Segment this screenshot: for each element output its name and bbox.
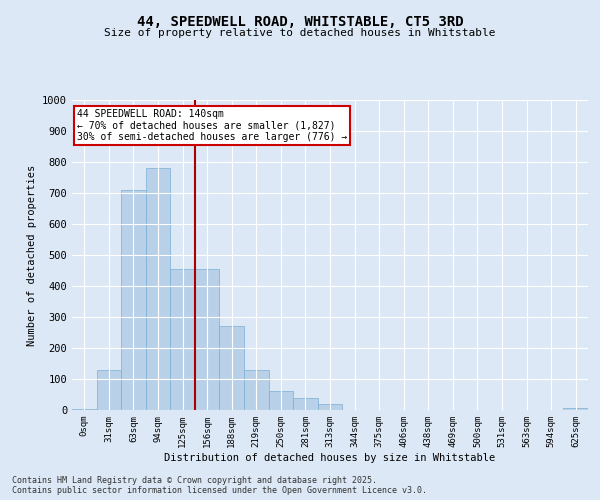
Text: 44, SPEEDWELL ROAD, WHITSTABLE, CT5 3RD: 44, SPEEDWELL ROAD, WHITSTABLE, CT5 3RD [137, 15, 463, 29]
Bar [318, 404, 342, 410]
Text: Contains HM Land Registry data © Crown copyright and database right 2025.
Contai: Contains HM Land Registry data © Crown c… [12, 476, 427, 495]
Bar [170, 269, 195, 410]
Bar [121, 190, 146, 410]
Bar [244, 370, 269, 410]
X-axis label: Distribution of detached houses by size in Whitstable: Distribution of detached houses by size … [164, 452, 496, 462]
Text: 44 SPEEDWELL ROAD: 140sqm
← 70% of detached houses are smaller (1,827)
30% of se: 44 SPEEDWELL ROAD: 140sqm ← 70% of detac… [77, 110, 347, 142]
Y-axis label: Number of detached properties: Number of detached properties [26, 164, 37, 346]
Bar [195, 269, 220, 410]
Bar [220, 326, 244, 410]
Bar [72, 409, 97, 410]
Bar [269, 392, 293, 410]
Bar [293, 398, 318, 410]
Bar [146, 168, 170, 410]
Bar [563, 408, 588, 410]
Bar [97, 370, 121, 410]
Text: Size of property relative to detached houses in Whitstable: Size of property relative to detached ho… [104, 28, 496, 38]
